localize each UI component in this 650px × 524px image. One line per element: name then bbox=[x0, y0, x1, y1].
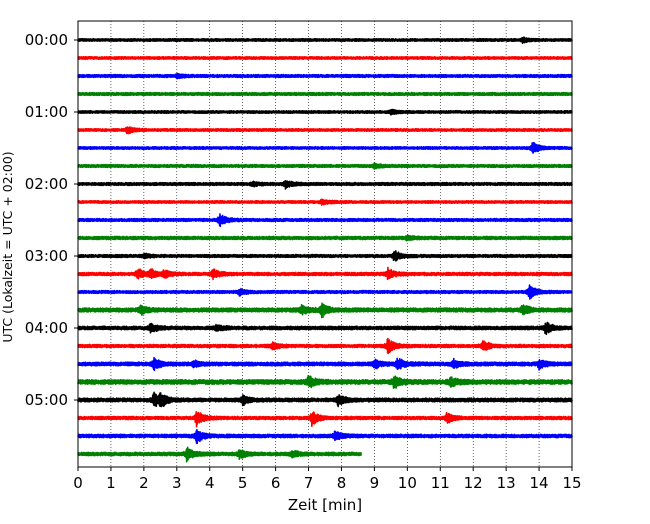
trace-row-0530 bbox=[78, 430, 572, 444]
trace-layer bbox=[78, 37, 572, 461]
trace-row-0515 bbox=[78, 412, 572, 427]
x-tick-label: 1 bbox=[106, 474, 116, 492]
trace-row-0415 bbox=[78, 339, 572, 354]
y-tick-label: 03:00 bbox=[25, 247, 68, 265]
x-tick-label: 6 bbox=[271, 474, 281, 492]
trace-row-0200 bbox=[78, 181, 572, 189]
x-tick-label: 14 bbox=[530, 474, 549, 492]
y-tick-label: 04:00 bbox=[25, 319, 68, 337]
y-tick-label: 02:00 bbox=[25, 175, 68, 193]
trace-row-0215 bbox=[78, 199, 572, 205]
x-tick-label: 0 bbox=[73, 474, 83, 492]
x-tick-label: 8 bbox=[337, 474, 347, 492]
trace-row-0400 bbox=[78, 322, 572, 334]
x-tick-label: 2 bbox=[139, 474, 149, 492]
trace-row-0430 bbox=[78, 358, 572, 371]
x-tick-label: 5 bbox=[238, 474, 248, 492]
y-axis: 00:00 01:00 02:00 03:00 04:00 05:00 bbox=[25, 31, 78, 409]
x-tick-label: 13 bbox=[497, 474, 516, 492]
trace-row-0000 bbox=[78, 37, 572, 43]
trace-row-0300 bbox=[78, 251, 572, 261]
y-tick-label: 05:00 bbox=[25, 391, 68, 409]
trace-row-0245 bbox=[78, 235, 572, 241]
trace-row-0145 bbox=[78, 163, 572, 169]
trace-row-0230 bbox=[78, 214, 572, 226]
y-tick-label: 01:00 bbox=[25, 103, 68, 121]
x-axis-label: Zeit [min] bbox=[288, 496, 362, 514]
trace-row-0545 bbox=[78, 447, 361, 461]
x-tick-label: 3 bbox=[172, 474, 182, 492]
x-axis: 0 1 2 3 4 5 6 7 8 9 10 11 12 13 14 15 bbox=[73, 467, 581, 492]
trace-row-0315 bbox=[78, 267, 572, 279]
x-tick-label: 11 bbox=[431, 474, 450, 492]
y-tick-label: 00:00 bbox=[25, 31, 68, 49]
x-tick-label: 10 bbox=[398, 474, 417, 492]
trace-row-0100 bbox=[78, 110, 572, 115]
trace-row-0030 bbox=[78, 73, 572, 78]
x-tick-label: 12 bbox=[464, 474, 483, 492]
trace-row-0015 bbox=[78, 57, 572, 60]
y-axis-label: UTC (Lokalzeit = UTC + 02:00) bbox=[0, 151, 15, 342]
trace-row-0115 bbox=[78, 127, 572, 134]
trace-row-0345 bbox=[78, 303, 572, 317]
trace-row-0130 bbox=[78, 143, 572, 153]
x-tick-label: 15 bbox=[562, 474, 581, 492]
trace-row-0500 bbox=[78, 392, 572, 406]
trace-row-0045 bbox=[78, 93, 572, 96]
trace-row-0330 bbox=[78, 285, 572, 299]
x-tick-label: 4 bbox=[205, 474, 215, 492]
x-tick-label: 7 bbox=[304, 474, 314, 492]
x-tick-label: 9 bbox=[370, 474, 380, 492]
trace-row-0445 bbox=[78, 376, 572, 388]
